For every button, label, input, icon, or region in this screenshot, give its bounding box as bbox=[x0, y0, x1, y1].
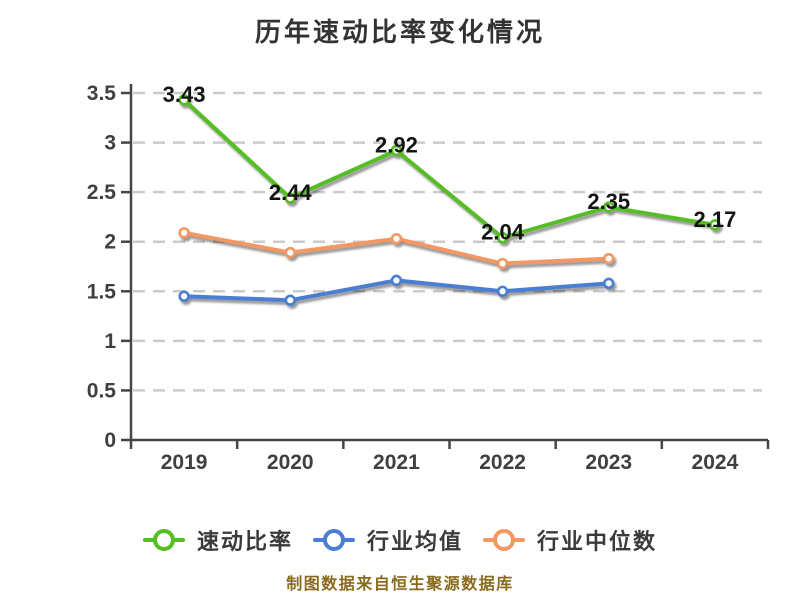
svg-text:0: 0 bbox=[104, 429, 116, 452]
svg-text:2022: 2022 bbox=[479, 451, 526, 474]
line-marker-icon bbox=[312, 528, 355, 552]
svg-text:3: 3 bbox=[104, 132, 116, 155]
chart-title: 历年速动比率变化情况 bbox=[254, 17, 545, 47]
data-source-note: 制图数据来自恒生聚源数据库 bbox=[286, 576, 514, 593]
chart-legend: 速动比率 行业均值 行业中位数 bbox=[0, 524, 800, 556]
legend-item-quick-ratio[interactable]: 速动比率 bbox=[142, 524, 293, 556]
svg-text:2023: 2023 bbox=[585, 451, 632, 474]
svg-text:2019: 2019 bbox=[161, 451, 208, 474]
legend-item-industry-median[interactable]: 行业中位数 bbox=[483, 524, 657, 556]
legend-item-industry-average[interactable]: 行业均值 bbox=[312, 524, 463, 556]
line-marker-icon bbox=[483, 528, 525, 552]
svg-text:2.44: 2.44 bbox=[269, 180, 313, 205]
svg-text:2024: 2024 bbox=[692, 451, 739, 474]
svg-text:2: 2 bbox=[104, 231, 116, 254]
svg-text:2021: 2021 bbox=[373, 451, 420, 474]
svg-text:2020: 2020 bbox=[267, 451, 314, 474]
legend-label: 行业均值 bbox=[366, 529, 463, 554]
svg-text:2.5: 2.5 bbox=[87, 181, 117, 204]
legend-label: 速动比率 bbox=[196, 529, 293, 554]
legend-label: 行业中位数 bbox=[537, 529, 658, 554]
line-marker-icon bbox=[142, 528, 185, 552]
svg-text:2.04: 2.04 bbox=[481, 220, 525, 245]
svg-text:2.35: 2.35 bbox=[587, 189, 630, 214]
svg-text:3.43: 3.43 bbox=[163, 82, 206, 107]
svg-text:2.17: 2.17 bbox=[694, 207, 737, 232]
svg-text:2.92: 2.92 bbox=[375, 133, 418, 158]
svg-text:1.5: 1.5 bbox=[87, 280, 117, 303]
svg-text:0.5: 0.5 bbox=[87, 379, 117, 402]
svg-text:3.5: 3.5 bbox=[87, 82, 117, 105]
svg-text:1: 1 bbox=[104, 330, 116, 353]
